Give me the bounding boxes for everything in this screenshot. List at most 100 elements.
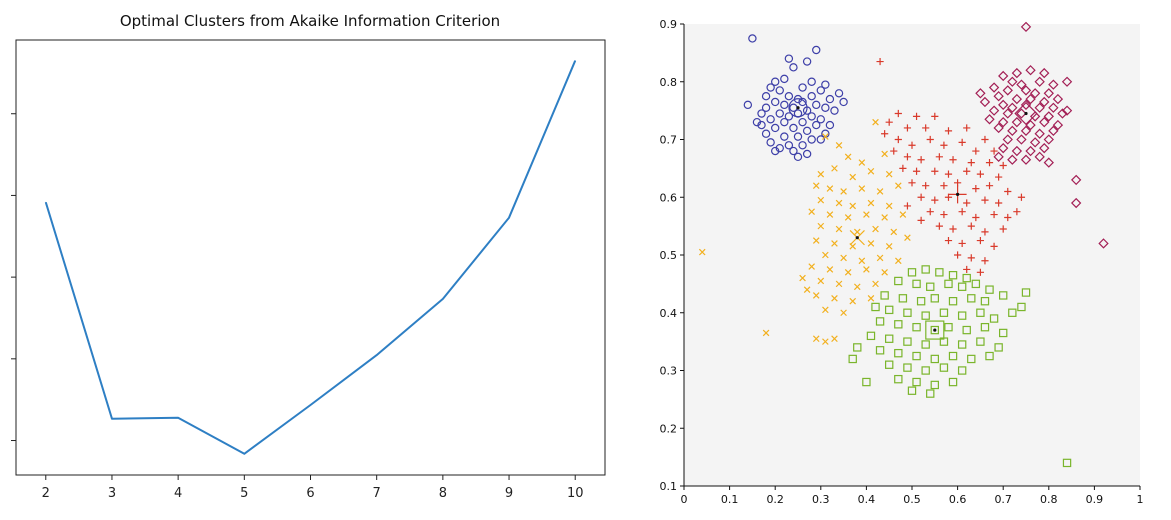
scatter-point — [1029, 111, 1041, 122]
scatter-point — [817, 196, 825, 204]
scatter-point — [962, 325, 971, 335]
scatter-point — [798, 141, 807, 150]
scatter-point — [798, 117, 807, 127]
scatter-point — [826, 266, 834, 273]
aic-line-chart: Optimal Clusters from Akaike Information… — [11, 12, 606, 501]
scatter-point — [935, 153, 943, 161]
scatter-point — [949, 225, 957, 233]
scatter-point — [835, 199, 843, 207]
scatter-point — [872, 225, 879, 233]
scatter-point — [875, 317, 885, 326]
scatter-point — [867, 295, 875, 302]
scatter-point — [981, 228, 989, 236]
chart-title: Optimal Clusters from Akaike Information… — [120, 12, 500, 30]
scatter-point — [821, 80, 830, 89]
scatter-point — [1034, 151, 1045, 162]
scatter-point — [930, 380, 940, 390]
scatter-point — [993, 122, 1004, 134]
scatter-point — [981, 257, 989, 265]
cluster-0-circle-points — [743, 34, 848, 162]
scatter-point — [990, 242, 998, 250]
scatter-point — [1007, 125, 1018, 137]
scatter-point — [930, 294, 940, 303]
scatter-point — [839, 97, 848, 107]
scatter-point — [903, 202, 912, 210]
scatter-point — [975, 88, 986, 99]
scatter-point — [1057, 108, 1068, 119]
scatter-point — [931, 112, 939, 120]
scatter-point — [802, 149, 812, 159]
scatter-point — [743, 100, 753, 110]
scatter-point — [916, 297, 926, 306]
scatter-point — [766, 83, 775, 92]
scatter-point — [821, 103, 830, 112]
scatter-point — [1043, 134, 1054, 145]
scatter-point — [921, 340, 930, 349]
scatter-point — [789, 63, 798, 72]
scatter-point — [867, 199, 875, 207]
scatter-point — [831, 295, 838, 302]
scatter-y-tick-label-6: 0.7 — [660, 134, 678, 147]
scatter-point — [1020, 99, 1032, 111]
scatter-point — [1061, 105, 1073, 116]
scatter-point — [1061, 76, 1073, 87]
scatter-x-tick-label-9: 0.9 — [1086, 493, 1104, 506]
scatter-point — [976, 308, 985, 317]
scatter-point — [822, 133, 829, 140]
scatter-point — [985, 351, 994, 361]
scatter-point — [872, 280, 879, 288]
scatter-point — [844, 269, 852, 276]
scatter-point — [949, 156, 957, 164]
scatter-point — [1052, 93, 1064, 105]
scatter-point — [808, 263, 815, 270]
scatter-point — [816, 86, 825, 95]
scatter-point — [972, 213, 980, 222]
scatter-point — [807, 77, 816, 86]
scatter-point — [1007, 76, 1018, 87]
scatter-point — [931, 167, 939, 175]
scatter-point — [1062, 458, 1072, 468]
scatter-point — [770, 123, 780, 133]
scatter-y-tick-label-3: 0.4 — [660, 307, 678, 320]
scatter-point — [780, 74, 789, 84]
scatter-point — [1016, 134, 1027, 145]
scatter-point — [798, 83, 807, 92]
scatter-point — [793, 132, 803, 141]
scatter-point — [812, 237, 820, 244]
cluster-4-centroid — [925, 320, 945, 340]
scatter-point — [907, 268, 917, 277]
scatter-point — [825, 94, 835, 104]
scatter-x-tick-label-5: 0.5 — [903, 493, 921, 506]
scatter-point — [962, 273, 971, 283]
scatter-point — [784, 141, 794, 150]
scatter-point — [895, 257, 902, 265]
plot-frame — [15, 39, 606, 476]
scatter-point — [793, 152, 803, 162]
scatter-point — [1007, 102, 1018, 113]
scatter-point — [761, 91, 771, 101]
scatter-point — [834, 89, 844, 98]
scatter-point — [890, 147, 898, 155]
scatter-point — [789, 146, 798, 156]
scatter-point — [1020, 154, 1032, 165]
scatter-point — [780, 132, 789, 141]
scatter-point — [1070, 174, 1082, 186]
scatter-point — [817, 170, 825, 178]
scatter-point — [963, 265, 971, 274]
scatter-point — [1029, 137, 1041, 148]
scatter-point — [985, 182, 994, 190]
scatter-point — [807, 112, 816, 121]
scatter-point — [944, 279, 953, 289]
scatter-point — [766, 115, 775, 124]
scatter-point — [853, 283, 861, 291]
scatter-x-tick-label-6: 0.6 — [949, 493, 967, 506]
scatter-point — [921, 265, 930, 274]
scatter-point — [898, 294, 908, 303]
scatter-point — [822, 306, 829, 314]
cluster-scatter-chart: 0.10.20.30.40.50.60.70.80.9 0 0.1 0.2 0.3 0.… — [660, 18, 1144, 506]
cluster-3-centroid — [849, 230, 865, 246]
scatter-point — [984, 114, 995, 125]
scatter-point — [1017, 302, 1026, 312]
x-tick-label-8: 8 — [439, 486, 447, 501]
scatter-point — [963, 199, 971, 207]
